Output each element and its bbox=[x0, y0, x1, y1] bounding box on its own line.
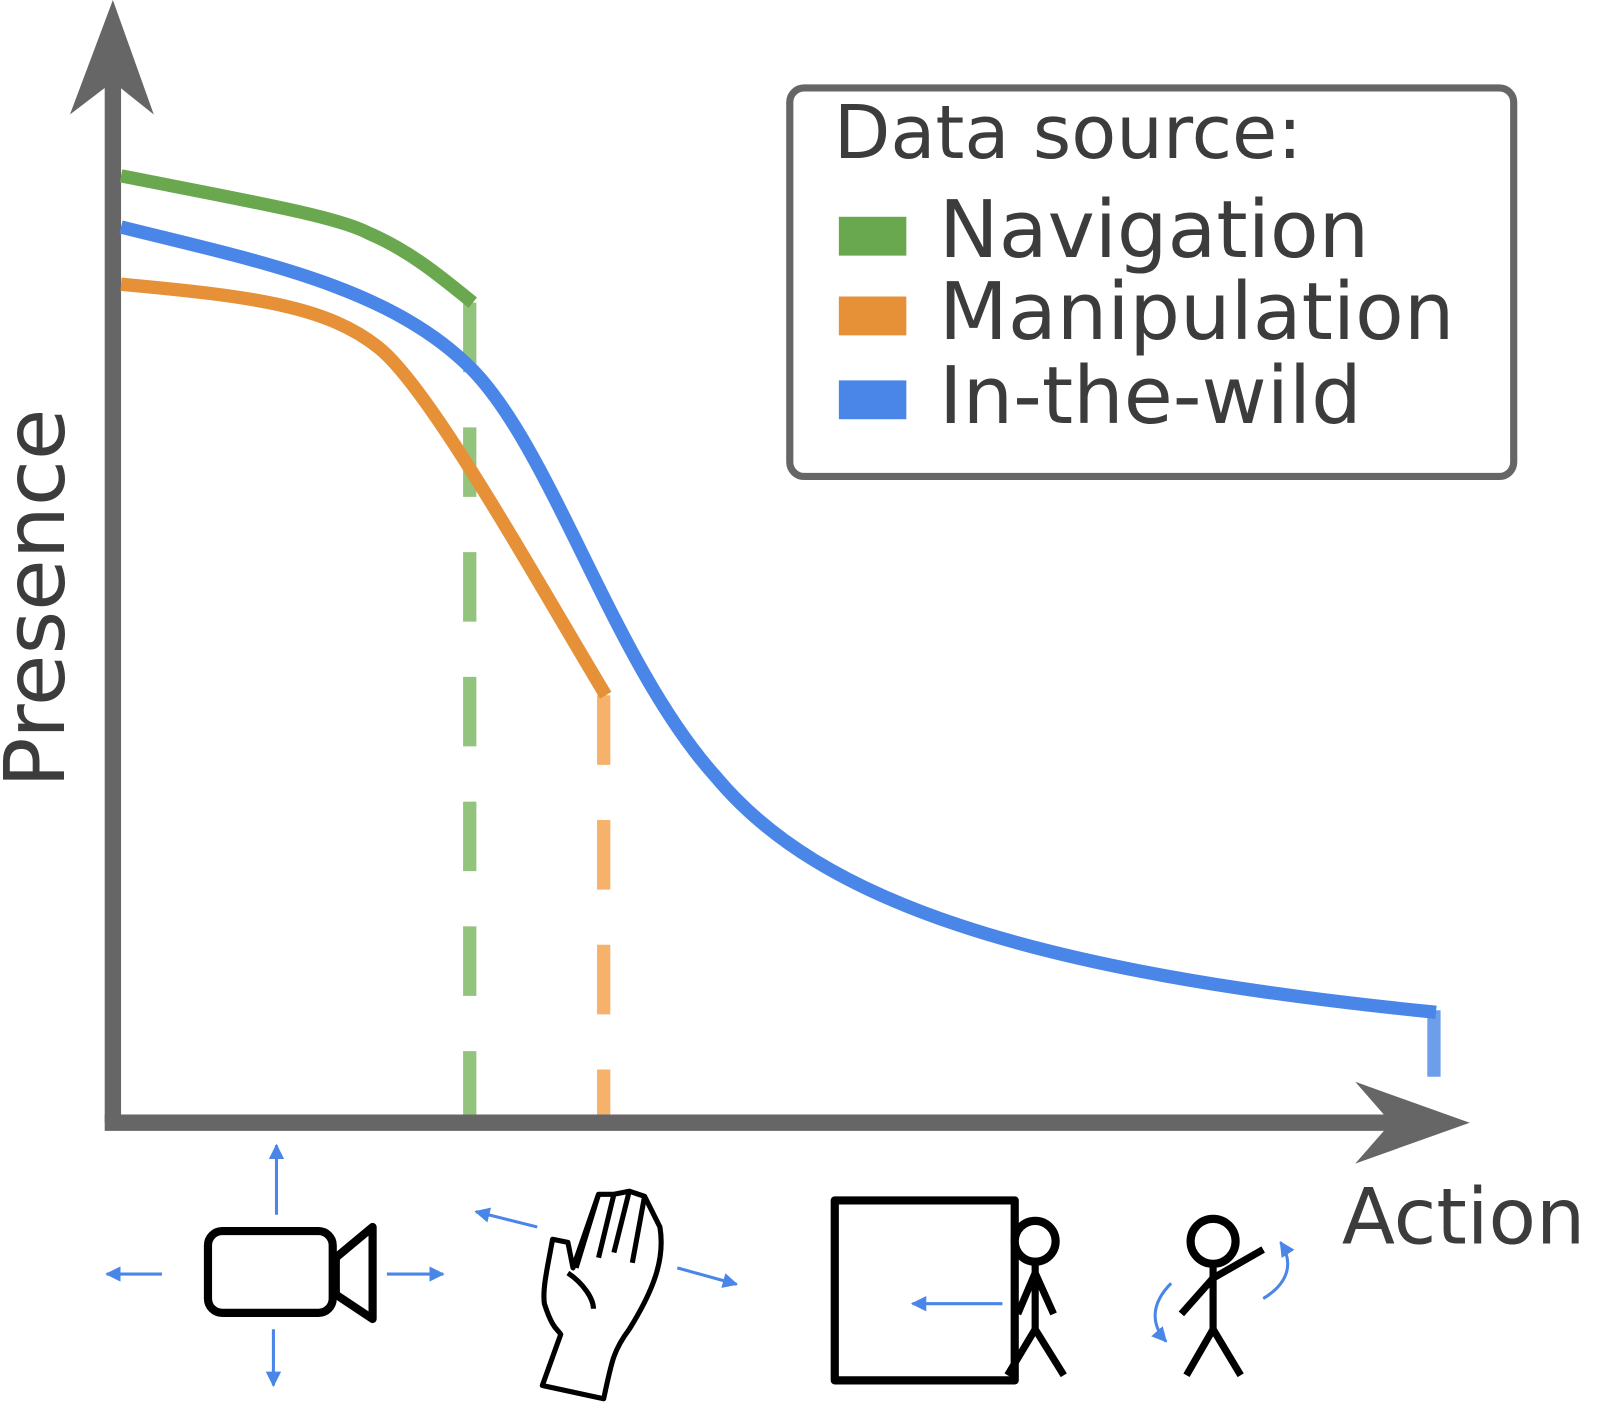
legend-entry: In-the-wild bbox=[939, 349, 1362, 442]
x-axis-label: Action bbox=[1342, 1172, 1585, 1262]
icons bbox=[105, 1143, 1295, 1402]
curves bbox=[119, 169, 1441, 1115]
manipulation-curve bbox=[120, 277, 612, 699]
legend-box bbox=[786, 84, 1518, 481]
legend: Data source: Navigation Manipulation In-… bbox=[786, 84, 1518, 481]
wild-curve bbox=[119, 220, 1437, 1019]
legend-swatch bbox=[838, 216, 907, 256]
legend-swatch bbox=[838, 296, 907, 336]
door-icon bbox=[830, 1196, 1067, 1385]
legend-entry: Manipulation bbox=[939, 265, 1454, 358]
y-axis-label: Presence bbox=[0, 408, 84, 787]
person-icon bbox=[1151, 1214, 1295, 1378]
axes bbox=[69, 0, 1470, 1164]
legend-title: Data source: bbox=[834, 91, 1302, 176]
navigation-curve bbox=[119, 169, 477, 308]
legend-swatch bbox=[838, 380, 907, 420]
camera-icon bbox=[105, 1143, 445, 1388]
legend-entry: Navigation bbox=[939, 183, 1369, 276]
hand-icon bbox=[474, 1188, 739, 1402]
